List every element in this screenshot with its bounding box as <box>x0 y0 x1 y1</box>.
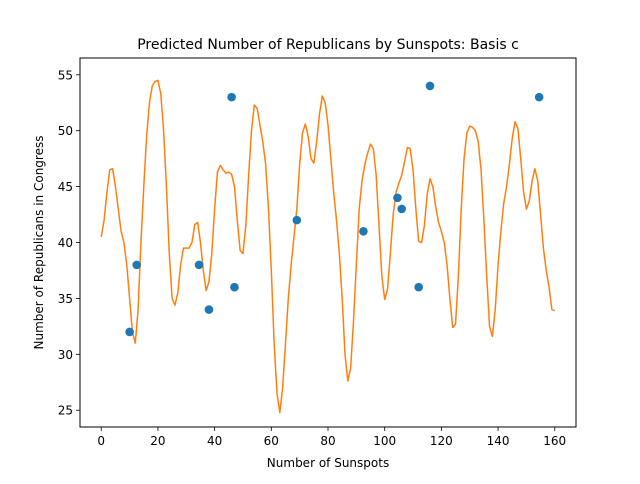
axis-ticks: 0 20 40 60 80 100 120 140 160 25 30 35 40 45 50 55 <box>58 68 566 448</box>
data-point <box>414 282 423 292</box>
plot-frame <box>79 57 577 428</box>
data-point <box>132 260 141 270</box>
fitted-line-series <box>100 79 556 414</box>
y-tick-label: 40 <box>58 236 73 250</box>
x-tick-label: 40 <box>207 434 222 448</box>
data-point <box>292 215 302 225</box>
chart-title: Predicted Number of Republicans by Sunsp… <box>137 37 519 53</box>
data-point <box>425 81 435 91</box>
data-point <box>397 204 406 214</box>
observed-points-series <box>125 81 544 337</box>
y-tick-label: 30 <box>58 348 73 362</box>
y-tick-label: 50 <box>58 124 73 138</box>
x-tick-label: 60 <box>264 434 279 448</box>
data-point <box>393 193 402 203</box>
data-point <box>194 260 204 270</box>
x-tick-label: 80 <box>320 434 335 448</box>
x-tick-label: 100 <box>373 434 396 448</box>
x-tick-label: 140 <box>487 434 510 448</box>
y-tick-label: 55 <box>58 68 73 82</box>
data-point <box>359 227 368 236</box>
plot-area <box>80 58 576 427</box>
data-point <box>204 305 214 314</box>
data-point <box>227 92 236 102</box>
x-axis-label: Number of Sunspots <box>267 456 389 470</box>
x-tick-label: 160 <box>543 434 566 448</box>
y-tick-label: 35 <box>58 292 73 306</box>
y-axis-label: Number of Republicans in Congress <box>32 136 46 350</box>
data-point <box>534 92 544 102</box>
x-tick-label: 0 <box>97 434 105 448</box>
data-point <box>125 327 134 337</box>
fitted-line <box>100 79 556 414</box>
data-point <box>230 282 239 292</box>
x-tick-label: 20 <box>150 434 165 448</box>
x-tick-label: 120 <box>430 434 453 448</box>
y-tick-label: 45 <box>58 180 73 194</box>
y-tick-label: 25 <box>58 404 73 418</box>
